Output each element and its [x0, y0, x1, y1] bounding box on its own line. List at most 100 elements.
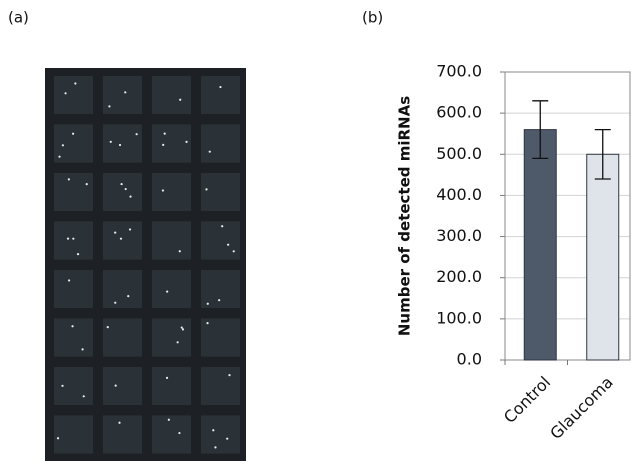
spot — [212, 429, 214, 431]
y-tick-label: 0.0 — [457, 350, 482, 369]
spot — [72, 133, 74, 135]
spot — [209, 151, 211, 153]
array-block — [201, 222, 240, 260]
array-block — [201, 319, 240, 357]
spot — [68, 279, 70, 281]
array-block — [152, 76, 191, 114]
spot — [233, 250, 235, 252]
array-block — [152, 270, 191, 308]
spot — [86, 183, 88, 185]
spot — [110, 141, 112, 143]
spot — [74, 82, 76, 84]
array-block — [152, 319, 191, 357]
spot — [120, 183, 122, 185]
spot — [227, 244, 229, 246]
y-tick-label: 300.0 — [436, 226, 482, 245]
spot — [127, 295, 129, 297]
array-block — [103, 319, 142, 357]
spot — [67, 238, 69, 240]
panel-label: (b) — [362, 9, 383, 27]
array-block — [103, 125, 142, 163]
spot — [77, 253, 79, 255]
spot — [221, 225, 223, 227]
array-block — [54, 173, 93, 211]
array-block — [152, 222, 191, 260]
array-block — [201, 173, 240, 211]
spot — [114, 232, 116, 234]
spot — [114, 302, 116, 304]
array-block — [201, 125, 240, 163]
spot — [71, 325, 73, 327]
array-block — [54, 416, 93, 454]
spot — [83, 395, 85, 397]
spot — [206, 322, 208, 324]
spot — [166, 377, 168, 379]
array-block — [152, 416, 191, 454]
spot — [178, 432, 180, 434]
spot — [57, 437, 59, 439]
array-block — [152, 367, 191, 405]
spot — [129, 228, 131, 230]
spot — [72, 238, 74, 240]
spot — [61, 385, 63, 387]
spot — [219, 86, 221, 88]
spot — [119, 144, 121, 146]
y-tick-label: 500.0 — [436, 144, 482, 163]
array-block — [201, 270, 240, 308]
spot — [108, 105, 110, 107]
spot — [162, 189, 164, 191]
array-block — [54, 367, 93, 405]
array-block — [103, 416, 142, 454]
spot — [58, 156, 60, 158]
figure: (a) (b) Number of detected miRNAs 0.0 100… — [0, 0, 631, 461]
bar — [587, 154, 619, 360]
y-tick-label: 600.0 — [436, 103, 482, 122]
spot — [107, 326, 109, 328]
spot — [226, 438, 228, 440]
spot — [179, 250, 181, 252]
spot — [207, 303, 209, 305]
spot — [177, 341, 179, 343]
spot — [129, 195, 131, 197]
spot — [62, 144, 64, 146]
array-block — [103, 222, 142, 260]
spot — [118, 422, 120, 424]
array-block — [201, 367, 240, 405]
array-block — [54, 222, 93, 260]
array-block — [54, 270, 93, 308]
spot — [185, 141, 187, 143]
array-block — [103, 173, 142, 211]
spot — [179, 99, 181, 101]
spot — [168, 419, 170, 421]
spot — [64, 92, 66, 94]
array-block — [103, 76, 142, 114]
spot — [68, 178, 70, 180]
spot — [205, 188, 207, 190]
y-tick-label: 400.0 — [436, 185, 482, 204]
x-tick-label: Glaucoma — [546, 373, 617, 444]
spot — [124, 91, 126, 93]
array-block — [152, 173, 191, 211]
spot — [181, 326, 183, 328]
spot — [166, 290, 168, 292]
array-block — [54, 76, 93, 114]
array-block — [54, 319, 93, 357]
spot — [214, 446, 216, 448]
array-block — [103, 367, 142, 405]
spot — [182, 328, 184, 330]
x-tick-label: Control — [500, 373, 554, 427]
spot — [120, 238, 122, 240]
y-axis-label: Number of detected miRNAs — [396, 96, 414, 336]
array-block — [152, 125, 191, 163]
array-block — [103, 270, 142, 308]
spot — [115, 385, 117, 387]
array-block — [201, 416, 240, 454]
bar — [524, 130, 556, 360]
y-tick-label: 100.0 — [436, 308, 482, 327]
y-tick-label: 200.0 — [436, 267, 482, 286]
panel-label: (a) — [8, 9, 29, 27]
array-block — [201, 76, 240, 114]
spot — [136, 133, 138, 135]
spot — [125, 188, 127, 190]
spot — [162, 144, 164, 146]
